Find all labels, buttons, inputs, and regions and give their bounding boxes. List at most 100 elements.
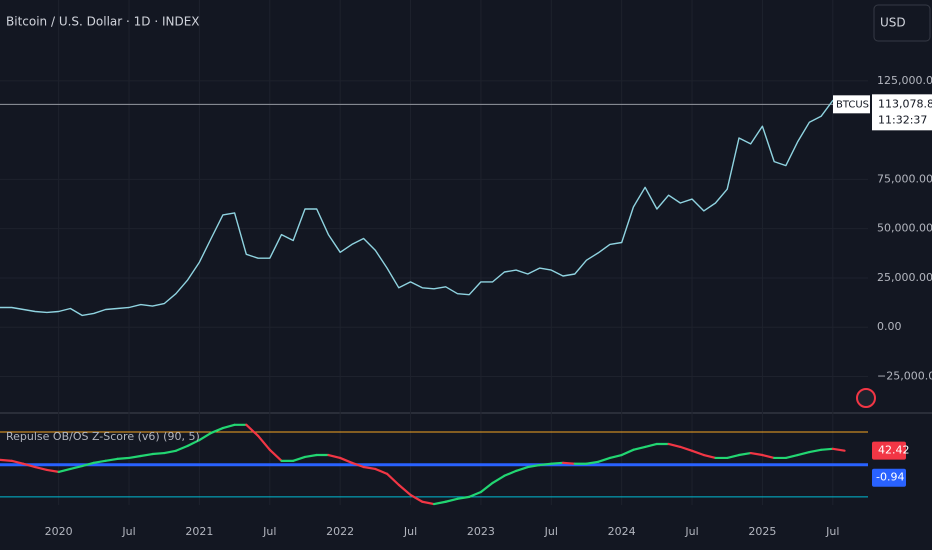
indicator-segment bbox=[644, 442, 658, 448]
indicator-segment bbox=[409, 493, 424, 503]
symbol-badge bbox=[833, 95, 870, 114]
price-line bbox=[0, 99, 845, 317]
indicator-segment bbox=[468, 490, 483, 498]
y-tick-label: 25,000.00 bbox=[877, 271, 932, 284]
symbol-label: BTCUSD bbox=[836, 99, 877, 110]
indicator-segment bbox=[69, 464, 84, 471]
indicator-segment bbox=[444, 497, 459, 503]
currency-button[interactable] bbox=[873, 4, 931, 42]
currency-label[interactable]: USD bbox=[880, 16, 906, 30]
indicator-segment bbox=[303, 453, 318, 459]
indicator-segment bbox=[690, 449, 705, 457]
indicator-segment bbox=[585, 460, 600, 465]
indicator-title: Repulse OB/OS Z-Score (v6) (90, 5) bbox=[6, 430, 200, 443]
indicator-segment bbox=[116, 456, 131, 461]
indicator-segment bbox=[92, 459, 107, 464]
indicator-segment bbox=[515, 465, 529, 473]
indicator-segment bbox=[726, 453, 741, 460]
indicator-segment bbox=[702, 453, 717, 460]
price-badge-label: 113,078.87 bbox=[878, 97, 932, 110]
indicator-segment bbox=[268, 448, 283, 462]
indicator-segment bbox=[608, 453, 623, 460]
indicator-segment bbox=[784, 453, 799, 460]
indicator-segment bbox=[34, 465, 49, 472]
indicator-segment bbox=[749, 451, 764, 457]
indicator-segment bbox=[819, 447, 834, 451]
indicator-segment bbox=[397, 483, 412, 497]
x-tick-label: 2023 bbox=[467, 525, 495, 538]
indicator-segment bbox=[632, 445, 647, 451]
indicator-segment bbox=[620, 448, 635, 457]
x-tick-label: Jul bbox=[403, 525, 417, 538]
indicator-segment bbox=[761, 453, 776, 460]
baseline-badge bbox=[872, 468, 906, 487]
indicator-segment bbox=[22, 462, 37, 469]
x-tick-label: 2020 bbox=[45, 525, 73, 538]
indicator-segment bbox=[526, 463, 541, 469]
indicator-segment bbox=[362, 465, 377, 471]
indicator-segment bbox=[831, 447, 846, 452]
indicator-segment bbox=[104, 457, 119, 462]
y-tick-label: 0.00 bbox=[877, 320, 902, 333]
indicator-segment bbox=[81, 461, 95, 468]
indicator-segment bbox=[186, 438, 201, 448]
indicator-segment bbox=[245, 423, 260, 437]
indicator-segment bbox=[256, 434, 271, 451]
plot-layer: 2020 Jul 2021 Jul 2022 Jul 2023 Jul 2024 Jul 2025 J… bbox=[0, 0, 932, 538]
indicator-segment bbox=[174, 444, 189, 452]
x-tick-label: 2025 bbox=[748, 525, 776, 538]
indicator-segment bbox=[10, 459, 25, 465]
x-tick-label: Jul bbox=[121, 525, 135, 538]
chart-title: Bitcoin / U.S. Dollar · 1D · INDEX bbox=[6, 15, 200, 29]
price-badge bbox=[872, 94, 932, 131]
indicator-segment bbox=[0, 458, 13, 462]
indicator-segment bbox=[679, 445, 694, 452]
y-tick-label: −25,000.00 bbox=[877, 370, 932, 383]
indicator-segment bbox=[57, 467, 72, 473]
indicator-segment bbox=[127, 454, 142, 460]
indicator-segment bbox=[550, 461, 565, 465]
indicator-segment bbox=[292, 455, 307, 462]
indicator-segment bbox=[163, 449, 178, 455]
indicator-segment bbox=[45, 468, 60, 473]
indicator-segment bbox=[374, 467, 389, 475]
indicator-segment bbox=[491, 474, 506, 485]
indicator-segment bbox=[796, 450, 811, 457]
x-tick-label: 2021 bbox=[185, 525, 213, 538]
flag-icon bbox=[856, 388, 876, 408]
y-tick-label: 125,000.00 bbox=[877, 74, 932, 87]
indicator-segment bbox=[456, 495, 471, 500]
indicator-segment bbox=[808, 448, 823, 454]
value-badge bbox=[872, 441, 906, 460]
y-tick-label: 75,000.00 bbox=[877, 172, 932, 185]
indicator-segment bbox=[339, 456, 353, 464]
indicator-segment bbox=[210, 426, 224, 435]
value-badge-label: 42.42 bbox=[878, 444, 910, 457]
baseline-badge-label: -0.94 bbox=[876, 471, 904, 484]
indicator-segment bbox=[350, 461, 365, 469]
indicator-segment bbox=[737, 451, 752, 457]
indicator-segment bbox=[561, 461, 576, 465]
indicator-segment bbox=[139, 452, 154, 458]
indicator-segment bbox=[538, 462, 553, 467]
x-tick-label: 2024 bbox=[608, 525, 636, 538]
indicator-segment bbox=[421, 500, 436, 506]
y-tick-label: 50,000.00 bbox=[877, 222, 932, 235]
x-tick-label: 2022 bbox=[326, 525, 354, 538]
countdown-label: 11:32:37 bbox=[878, 113, 927, 126]
indicator-segment bbox=[151, 451, 166, 456]
x-tick-label: Jul bbox=[544, 525, 558, 538]
indicator-segment bbox=[198, 431, 213, 442]
indicator-segment bbox=[479, 481, 494, 494]
indicator-segment bbox=[503, 469, 518, 477]
indicator-segment bbox=[667, 442, 682, 448]
indicator-segment bbox=[432, 500, 447, 506]
indicator-segment bbox=[385, 472, 400, 486]
indicator-segment bbox=[327, 453, 342, 460]
x-tick-label: Jul bbox=[262, 525, 276, 538]
indicator-segment bbox=[221, 423, 236, 430]
x-tick-label: Jul bbox=[825, 525, 839, 538]
x-tick-label: Jul bbox=[684, 525, 698, 538]
